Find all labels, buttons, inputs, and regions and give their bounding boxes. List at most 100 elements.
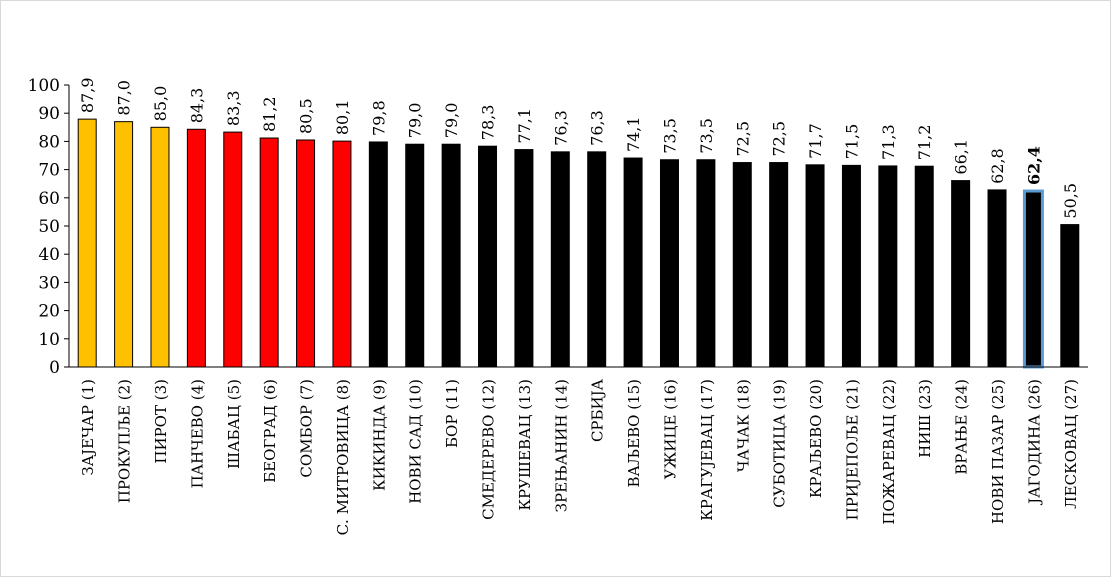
y-tick-label: 80	[38, 132, 60, 152]
x-tick-label: ПИРОТ (3)	[152, 379, 170, 464]
x-tick-label: СРБИЈА	[589, 378, 607, 442]
x-tick-label: ЗАЈЕЧАР (1)	[79, 379, 97, 476]
bar	[659, 159, 679, 368]
x-tick-label: ПРОКУПЉЕ (2)	[116, 379, 134, 503]
bar	[878, 165, 898, 368]
bar	[914, 165, 934, 368]
data-label: 85,0	[151, 86, 170, 122]
bar	[441, 143, 461, 368]
bar	[1060, 224, 1080, 368]
x-tick-label: СОМБОР (7)	[298, 379, 316, 478]
data-labels-group: 87,9 87,0 85,0 84,3 83,3 81,2 80,5 80,1 79,8 79,0…	[78, 77, 1080, 218]
data-label: 66,1	[952, 139, 971, 175]
data-label: 72,5	[770, 121, 789, 157]
bar	[150, 126, 170, 368]
data-label: 62,4	[1024, 146, 1043, 185]
x-tick-label: ЛЕСКОВАЦ (27)	[1062, 379, 1080, 509]
bar	[1022, 189, 1044, 369]
data-label: 71,5	[842, 124, 861, 160]
bar	[769, 162, 789, 368]
x-tick-label: НОВИ САД (10)	[407, 379, 425, 504]
bar	[587, 151, 607, 368]
data-label: 79,0	[406, 103, 425, 139]
x-tick-label: ПАНЧЕВО (4)	[188, 379, 206, 488]
bar	[732, 162, 752, 368]
x-tick-label: УЖИЦЕ (16)	[661, 379, 679, 479]
x-axis: ЗАЈЕЧАР (1) ПРОКУПЉЕ (2) ПИРОТ (3) ПАНЧЕВО …	[69, 366, 1088, 535]
y-axis: 0 10 20 30 40 50 60 70 80 90 100	[28, 76, 70, 378]
data-label: 76,3	[588, 110, 607, 146]
data-label: 71,7	[806, 123, 825, 159]
x-tick-label: ВАЉЕВО (15)	[625, 379, 643, 487]
bar	[550, 151, 570, 368]
bar	[332, 140, 352, 368]
bars-group	[77, 118, 1080, 369]
data-label: 87,0	[115, 80, 134, 116]
y-tick-label: 70	[38, 161, 60, 181]
bar	[259, 137, 279, 368]
bar	[514, 149, 534, 368]
y-tick-label: 60	[38, 189, 60, 209]
data-label: 50,5	[1061, 183, 1080, 219]
data-label: 78,3	[479, 105, 498, 141]
x-tick-label: СУБОТИЦА (19)	[771, 379, 789, 508]
x-tick-label: ВРАЊЕ (24)	[953, 379, 971, 475]
data-label: 80,1	[333, 99, 352, 135]
bar	[987, 189, 1007, 368]
x-tick-label: ЗРЕЊАНИН (14)	[552, 379, 570, 512]
x-tick-label: ПОЖАРЕВАЦ (22)	[880, 379, 898, 525]
data-label: 79,0	[442, 103, 461, 139]
data-label: 71,3	[879, 124, 898, 160]
data-label: 73,5	[697, 118, 716, 154]
data-label: 84,3	[187, 88, 206, 124]
y-tick-label: 90	[38, 104, 60, 124]
x-tick-label: НИШ (23)	[916, 379, 934, 458]
data-label: 81,2	[260, 96, 279, 132]
bar	[841, 164, 861, 368]
x-tick-label: ЧАЧАК (18)	[734, 379, 752, 472]
bar	[186, 128, 206, 368]
y-tick-label: 30	[38, 273, 60, 293]
data-label: 62,8	[988, 148, 1007, 184]
data-label: 80,5	[297, 98, 316, 134]
bar	[405, 143, 425, 368]
x-tick-label: БОР (11)	[443, 379, 461, 448]
data-label: 79,8	[369, 100, 388, 136]
y-tick-label: 50	[38, 217, 60, 237]
bar	[623, 157, 643, 368]
x-tick-label: КИКИНДА (9)	[370, 379, 388, 491]
y-tick-label: 10	[38, 330, 60, 350]
y-tick-label: 0	[49, 358, 60, 378]
x-tick-label: КРАЉЕВО (20)	[807, 379, 825, 498]
data-label: 76,3	[551, 110, 570, 146]
x-tick-label: НОВИ ПАЗАР (25)	[989, 379, 1007, 524]
x-tick-label: КРУШЕВАЦ (13)	[516, 379, 534, 511]
y-tick-label: 20	[38, 302, 60, 322]
x-tick-label: СМЕДЕРЕВО (12)	[480, 379, 498, 520]
y-tick-label: 100	[28, 76, 60, 96]
data-label: 74,1	[624, 116, 643, 152]
bar	[478, 145, 498, 368]
bar	[805, 164, 825, 368]
y-tick-label: 40	[38, 245, 60, 265]
x-tick-label: БЕОГРАД (6)	[261, 379, 279, 483]
data-label: 73,5	[660, 118, 679, 154]
x-tick-label: С. МИТРОВИЦА (8)	[334, 379, 352, 535]
data-label: 72,5	[733, 121, 752, 157]
x-tick-label: ПРИЈЕПОЉЕ (21)	[843, 379, 861, 520]
x-tick-label: КРАГУЈЕВАЦ (17)	[698, 379, 716, 521]
data-label: 87,9	[78, 77, 97, 113]
bar	[696, 159, 716, 368]
data-label: 77,1	[515, 108, 534, 144]
x-tick-label: ЈАГОДИНА (26)	[1025, 379, 1043, 506]
data-label: 83,3	[224, 90, 243, 126]
bar	[368, 141, 388, 368]
bar	[114, 121, 134, 368]
data-label: 71,2	[915, 125, 934, 161]
x-tick-label: ШАБАЦ (5)	[225, 379, 243, 469]
bar	[296, 139, 316, 368]
bar	[223, 131, 243, 368]
bar	[77, 118, 97, 368]
